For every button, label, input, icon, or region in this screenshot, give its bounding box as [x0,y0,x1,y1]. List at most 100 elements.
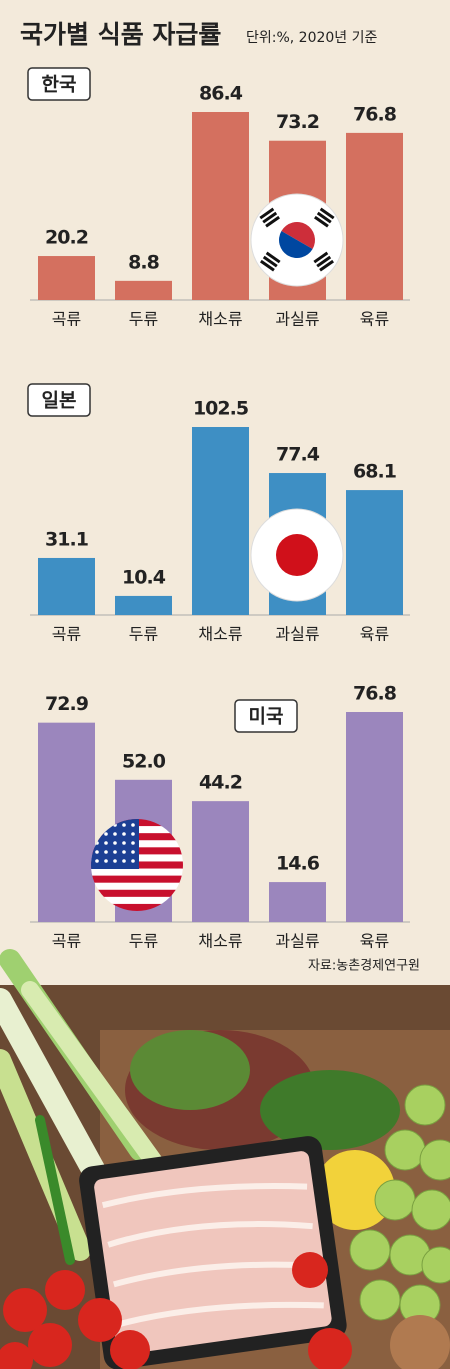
flag-star [113,850,117,854]
bar [346,490,403,615]
flag-star [113,832,117,836]
category-label: 곡류 [52,625,81,644]
source: 자료:농촌경제연구원 [308,959,420,974]
flag-trigram [316,255,332,268]
value-label: 14.6 [276,853,320,875]
flag-star [122,859,126,863]
value-label: 10.4 [122,566,166,588]
flag-star [122,832,126,836]
flag-stripe [91,889,183,898]
value-label: 102.5 [193,398,248,420]
category-label: 곡류 [52,310,81,329]
flag-trigram [316,211,332,224]
value-label: 86.4 [199,83,243,105]
bar [192,427,249,615]
value-label: 31.1 [45,528,88,550]
flag-star [113,859,117,863]
category-label: 두류 [129,932,158,951]
value-label: 44.2 [199,772,242,794]
flag-star [104,850,108,854]
category-label: 두류 [129,625,158,644]
flag-trigram [314,215,329,228]
country-label: 미국 [249,706,284,728]
category-label: 과실류 [275,932,319,951]
category-label: 육류 [360,625,389,644]
flag-trigram [265,215,280,228]
value-label: 77.4 [276,444,320,466]
mushroom [390,1315,450,1369]
country-box [234,699,298,733]
country-box [27,383,91,417]
flag-red [281,222,315,249]
bar [346,712,403,922]
category-label: 곡류 [52,932,81,951]
flag-star [95,850,99,854]
flag [250,508,344,602]
country-label: 일본 [42,390,77,412]
food-photo [0,949,450,1369]
flag-trigram [259,207,275,220]
bar [192,112,249,300]
flag-trigram [265,251,281,264]
flag-star [131,823,135,827]
country-box [27,67,91,101]
flag-trigram [262,255,278,268]
flag-trigram [260,259,275,272]
flag-star [131,859,135,863]
flag-star [131,841,135,845]
bar [192,801,249,922]
meat-tray [79,1136,347,1369]
flag-trigram [319,259,334,272]
flag-stripe [91,896,183,905]
flag-trigram [313,251,329,264]
category-label: 과실류 [275,310,319,329]
flag-trigram [319,207,335,220]
flag-star [104,832,108,836]
subtitle: 단위:%, 2020년 기준 [246,30,378,46]
flag-star [131,850,135,854]
value-label: 68.1 [353,461,396,483]
flag-stripe [91,882,183,891]
flag-star [113,841,117,845]
category-label: 두류 [129,310,158,329]
tomatoes [0,1252,352,1369]
bar-chart: 31.1 곡류 10.4 두류 102.5 채소류 77.4 과실류 68.1 육류 일본 [27,383,410,644]
bar [38,722,95,922]
category-label: 채소류 [198,625,242,644]
value-label: 72.9 [45,693,88,715]
category-label: 육류 [360,932,389,951]
flag-star [104,859,108,863]
country-label: 한국 [42,74,77,96]
flag [250,193,344,287]
flag-body [91,819,183,911]
category-label: 채소류 [198,310,242,329]
bar-chart: 20.2 곡류 8.8 두류 86.4 채소류 73.2 과실류 76.8 육류 한국 [27,67,410,329]
flag-trigram [262,211,278,224]
bar [38,256,95,300]
bar-chart: 72.9 곡류 52.0 두류 44.2 채소류 14.6 과실류 76.8 육류 미국 [30,683,410,951]
value-label: 76.8 [353,103,397,125]
bar [269,882,326,922]
bar [115,280,172,300]
flag-star [104,841,108,845]
title: 국가별 식품 자급률 [20,20,221,49]
category-label: 채소류 [198,932,242,951]
flag-star [131,832,135,836]
flag-sun [276,534,318,576]
bar [346,132,403,300]
bar [38,557,95,615]
value-label: 8.8 [128,251,159,273]
flag-stripe [91,868,183,877]
flag-stripe [91,903,183,911]
value-label: 52.0 [122,750,166,772]
flag-star [122,841,126,845]
category-label: 과실류 [275,625,319,644]
flag-blue [279,231,313,258]
charts: 20.2 곡류 8.8 두류 86.4 채소류 73.2 과실류 76.8 육류 한국 31.1 곡류 1… [27,67,410,951]
flag-star [122,850,126,854]
flag-star [122,823,126,827]
flag [91,819,183,911]
perilla [260,1070,400,1150]
flag-stripe [91,875,183,884]
lemon [315,1150,395,1230]
